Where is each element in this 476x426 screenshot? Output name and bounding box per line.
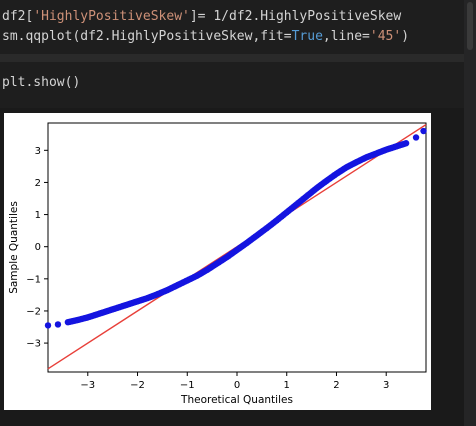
- y-tick-label: −2: [26, 306, 41, 317]
- code-string-token: '45': [369, 29, 402, 44]
- code-token: ,line=: [322, 29, 370, 44]
- vertical-scrollbar[interactable]: [464, 0, 476, 426]
- code-token: ]= 1/df2.HighlyPositiveSkew: [189, 9, 402, 24]
- code-token: df2[: [2, 9, 34, 24]
- code-keyword-token: True: [291, 29, 323, 44]
- x-tick-label: −3: [80, 380, 95, 391]
- qq-plot-svg: −3 −2 −1 0 1 2 3 −3 −2 −1 0 1 2 3 Theoretical Quantile…: [8, 122, 427, 406]
- y-tick-label: 1: [35, 210, 41, 221]
- code-cell-show[interactable]: plt.show(): [0, 64, 462, 104]
- data-point: [44, 322, 52, 329]
- y-tick-label: −3: [26, 339, 41, 350]
- qq-plot: −3 −2 −1 0 1 2 3 −3 −2 −1 0 1 2 3 Theoretical Quantile…: [4, 113, 431, 410]
- cell-separator: [0, 54, 476, 62]
- data-point: [412, 134, 420, 141]
- code-line-1: df2['HighlyPositiveSkew']= 1/df2.HighlyP…: [2, 8, 401, 26]
- x-tick-label: −2: [130, 380, 145, 391]
- scrollbar-thumb[interactable]: [467, 2, 473, 50]
- x-axis-label: Theoretical Quantiles: [180, 394, 293, 406]
- y-tick-label: −1: [26, 274, 41, 285]
- x-tick-label: −1: [180, 380, 195, 391]
- cell-output: −3 −2 −1 0 1 2 3 −3 −2 −1 0 1 2 3 Theoretical Quantile…: [0, 108, 476, 426]
- x-tick-label: 0: [234, 380, 240, 391]
- data-point: [54, 321, 62, 328]
- x-tick-label: 1: [284, 380, 290, 391]
- y-tick-label: 0: [35, 242, 41, 253]
- y-tick-label: 3: [35, 146, 41, 157]
- x-tick-label: 3: [383, 380, 389, 391]
- code-line-2: sm.qqplot(df2.HighlyPositiveSkew,fit=Tru…: [2, 28, 409, 46]
- code-string-token: 'HighlyPositiveSkew': [33, 9, 190, 24]
- data-point: [420, 127, 427, 135]
- code-cell-qqplot[interactable]: df2['HighlyPositiveSkew']= 1/df2.HighlyP…: [0, 0, 462, 50]
- data-point: [402, 140, 410, 147]
- code-line-3: plt.show(): [2, 75, 81, 90]
- x-tick-label: 2: [333, 380, 339, 391]
- code-token: ): [401, 29, 410, 44]
- y-axis-label: Sample Quantiles: [8, 201, 20, 294]
- y-tick-label: 2: [35, 178, 41, 189]
- code-token: sm.qqplot(df2.HighlyPositiveSkew,fit=: [2, 29, 292, 44]
